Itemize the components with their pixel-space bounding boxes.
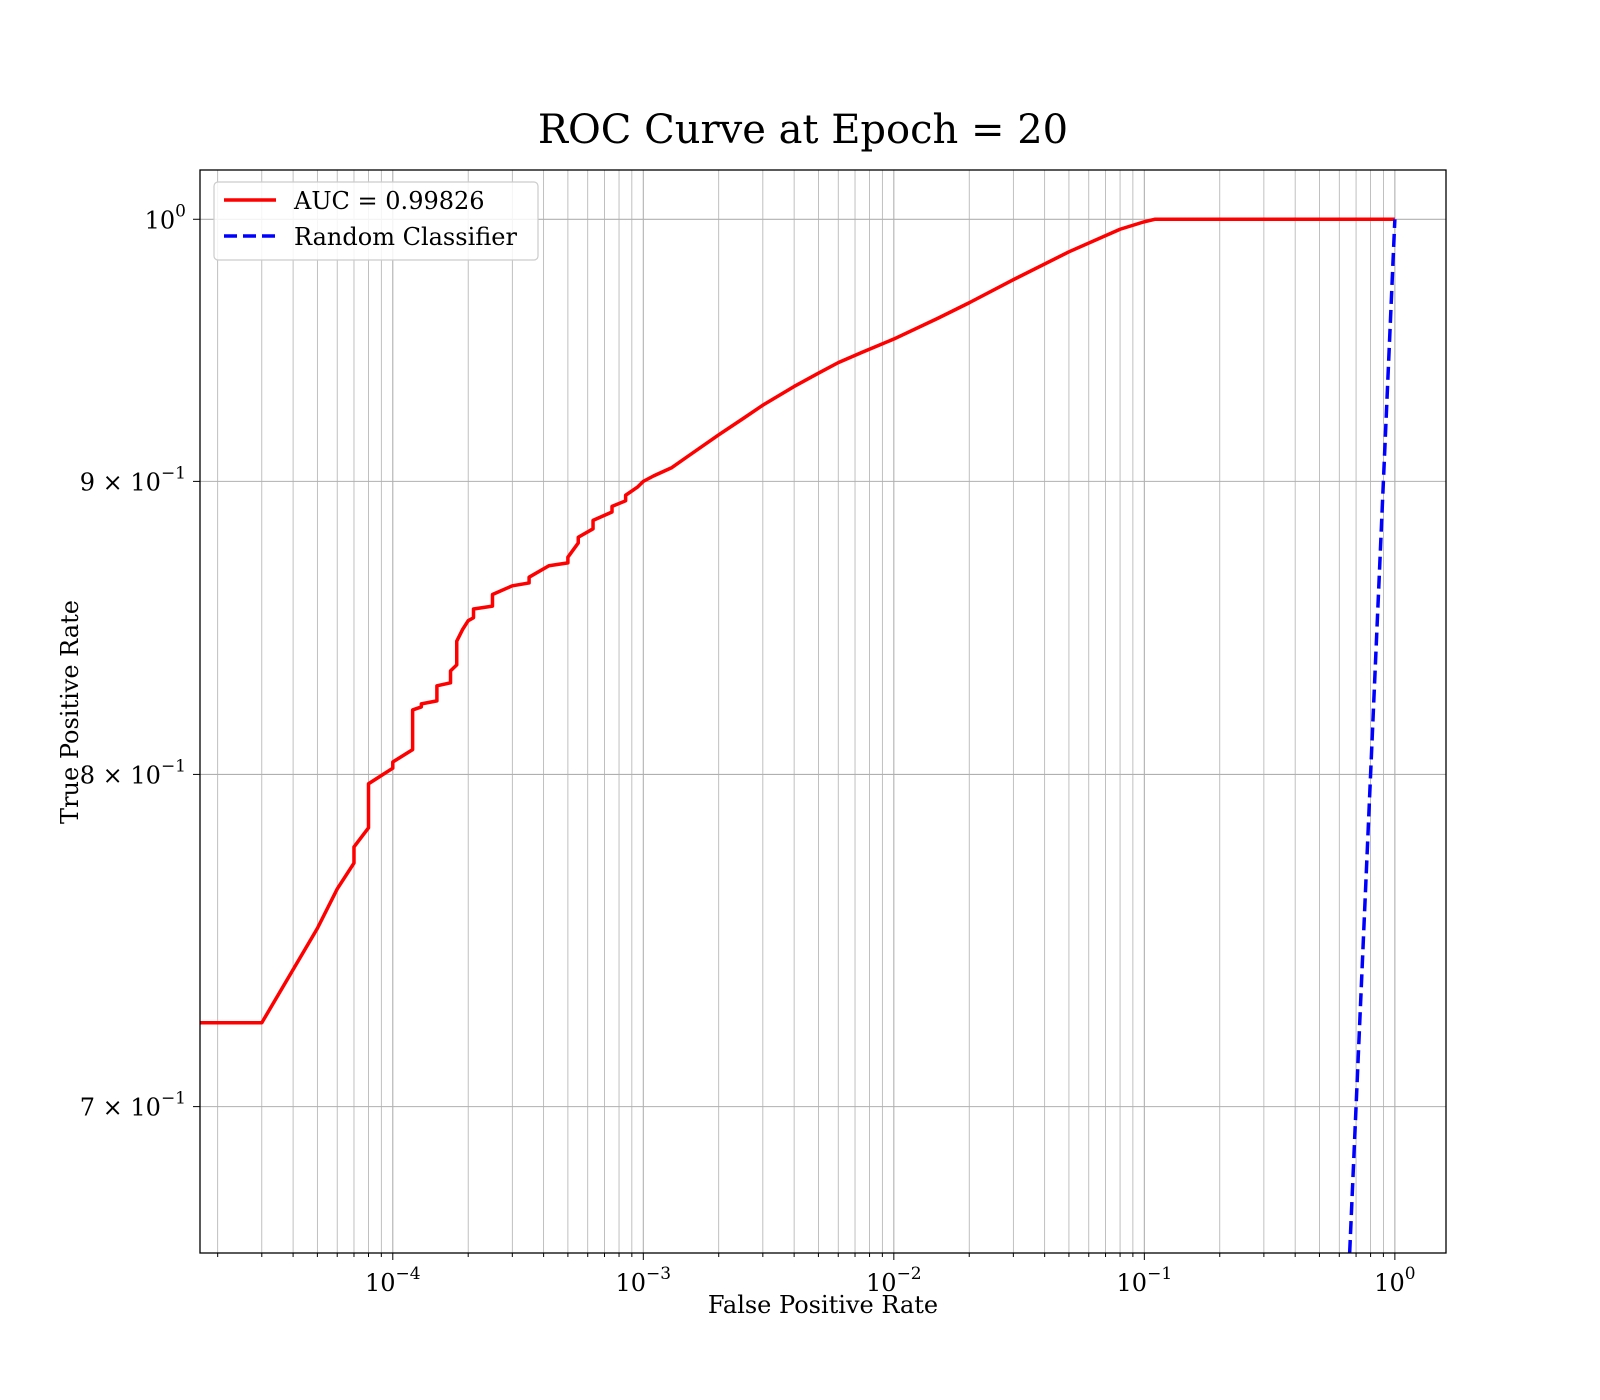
legend: AUC = 0.99826 Random Classifier xyxy=(213,181,539,261)
chart-title: ROC Curve at Epoch = 20 xyxy=(538,107,1068,153)
random-classifier-line xyxy=(1347,219,1397,1253)
svg-text:10−2: 10−2 xyxy=(866,1264,922,1297)
x-tick-labels: 10−4 10−3 10−2 10−1 100 xyxy=(365,1264,1416,1297)
x-tick-label: 10−2 xyxy=(866,1264,922,1297)
y-tick-labels: 100 9 × 10−1 8 × 10−1 7 × 10−1 xyxy=(80,201,186,1121)
y-tick-label: 100 xyxy=(145,201,186,234)
x-tick-label: 100 xyxy=(1374,1264,1415,1297)
roc-curve-line xyxy=(200,217,1395,1025)
legend-label-auc: AUC = 0.99826 xyxy=(293,187,485,215)
plot-frame xyxy=(199,169,1447,1254)
svg-text:100: 100 xyxy=(145,201,186,234)
y-tick-label: 8 × 10−1 xyxy=(80,756,186,789)
svg-text:10−3: 10−3 xyxy=(616,1264,672,1297)
x-tick-label: 10−3 xyxy=(616,1264,672,1297)
y-axis-label: True Positive Rate xyxy=(56,600,84,824)
ticks xyxy=(193,218,1396,1260)
svg-text:8 × 10−1: 8 × 10−1 xyxy=(80,756,186,789)
svg-text:7 × 10−1: 7 × 10−1 xyxy=(80,1089,186,1122)
svg-text:100: 100 xyxy=(1374,1264,1415,1297)
legend-box xyxy=(213,181,539,261)
x-axis-label: False Positive Rate xyxy=(708,1291,938,1319)
svg-text:10−4: 10−4 xyxy=(365,1264,421,1297)
y-tick-label: 9 × 10−1 xyxy=(80,463,186,496)
legend-label-random-classifier: Random Classifier xyxy=(294,223,517,251)
x-tick-label: 10−1 xyxy=(1117,1264,1173,1297)
grid xyxy=(200,170,1446,1253)
svg-text:9 × 10−1: 9 × 10−1 xyxy=(80,463,186,496)
series-layer xyxy=(200,217,1397,1253)
x-tick-label: 10−4 xyxy=(365,1264,421,1297)
svg-text:10−1: 10−1 xyxy=(1117,1264,1173,1297)
y-tick-label: 7 × 10−1 xyxy=(80,1089,186,1122)
